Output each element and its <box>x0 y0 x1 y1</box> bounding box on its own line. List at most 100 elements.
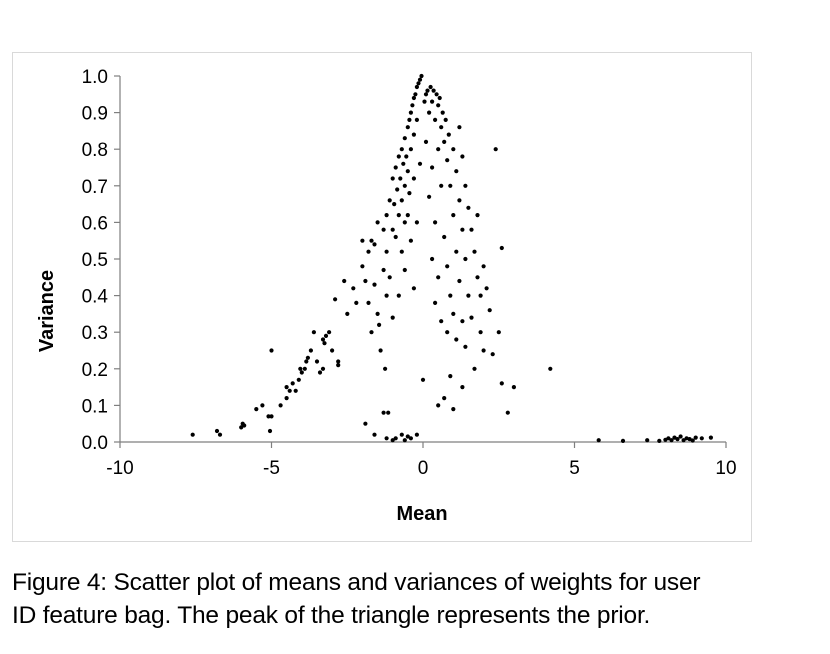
data-point <box>454 249 459 254</box>
data-point <box>408 238 413 243</box>
data-point <box>369 330 374 335</box>
data-point <box>436 147 441 152</box>
data-point <box>351 286 356 291</box>
data-point <box>342 278 347 284</box>
data-point <box>360 264 365 269</box>
data-point <box>484 286 489 291</box>
data-point <box>436 275 441 280</box>
data-point <box>439 125 444 130</box>
data-point <box>354 300 359 305</box>
data-point <box>239 425 244 430</box>
data-point <box>437 95 442 101</box>
data-point <box>402 183 407 188</box>
data-point <box>443 117 448 122</box>
data-point <box>416 81 421 86</box>
data-point <box>369 238 374 243</box>
data-point <box>278 403 283 408</box>
data-point <box>390 227 395 232</box>
x-tick-label: 0 <box>418 458 429 479</box>
data-point <box>405 213 410 218</box>
data-point <box>411 132 416 137</box>
data-point <box>390 438 395 443</box>
data-point <box>405 125 410 130</box>
data-point <box>548 366 553 371</box>
data-point <box>445 158 450 163</box>
y-tick-label: 0.8 <box>82 140 108 161</box>
y-tick-label: 0.2 <box>82 360 108 381</box>
y-tick-label: 1.0 <box>82 67 108 88</box>
data-point <box>451 407 456 412</box>
x-tick-label: 5 <box>569 458 580 479</box>
data-point <box>266 414 271 419</box>
chart-frame: 0.0 0.1 0.2 0.3 0.4 0.5 0.6 0.7 0.8 0.9 1.0 -10 -5 0… <box>12 52 752 542</box>
data-point <box>363 278 368 284</box>
data-point <box>287 388 292 393</box>
data-point <box>254 407 259 412</box>
data-point <box>393 234 398 240</box>
data-point <box>217 432 223 437</box>
data-point <box>320 366 326 371</box>
data-point <box>333 297 338 302</box>
data-point <box>499 245 504 251</box>
data-point <box>386 410 391 415</box>
data-point <box>404 154 409 159</box>
data-point <box>425 88 430 93</box>
data-point <box>398 176 403 181</box>
data-point <box>487 308 492 313</box>
y-tick-label: 0.5 <box>82 250 108 271</box>
data-point <box>445 330 450 335</box>
data-point <box>411 95 416 101</box>
data-point <box>405 169 410 174</box>
data-point <box>442 139 447 144</box>
data-point <box>396 154 401 159</box>
y-tick-label: 0.1 <box>82 396 108 417</box>
data-point <box>493 147 498 152</box>
y-tick-label: 0.7 <box>82 177 108 198</box>
data-point <box>395 187 400 192</box>
data-point <box>302 366 307 371</box>
data-point <box>448 293 453 298</box>
data-point <box>457 125 462 130</box>
data-point <box>448 374 453 379</box>
data-point <box>436 103 441 108</box>
x-tick-label: 10 <box>715 458 736 479</box>
data-point <box>393 165 398 170</box>
data-point <box>463 344 468 349</box>
data-point <box>411 286 416 291</box>
data-point <box>375 220 380 225</box>
data-point <box>396 293 401 298</box>
data-point <box>322 341 327 346</box>
data-point <box>190 432 195 437</box>
caption-line-1: Figure 4: Scatter plot of means and vari… <box>12 569 701 596</box>
data-point <box>430 165 435 170</box>
data-point <box>460 154 465 159</box>
data-point <box>372 282 377 287</box>
data-point <box>269 348 274 353</box>
data-point <box>472 366 477 371</box>
data-point <box>469 315 474 320</box>
data-point <box>430 256 435 262</box>
data-point <box>463 256 468 262</box>
data-point <box>399 249 404 254</box>
data-point <box>693 435 698 440</box>
data-point <box>422 99 427 104</box>
data-point <box>308 348 313 353</box>
data-point <box>446 132 451 137</box>
data-point <box>393 436 398 441</box>
data-point <box>375 311 380 316</box>
data-point <box>451 147 456 152</box>
data-point <box>442 396 447 401</box>
figure-caption: Figure 4: Scatter plot of means and vari… <box>12 566 824 632</box>
data-point <box>383 366 388 371</box>
data-point <box>657 438 662 443</box>
data-point <box>433 300 438 305</box>
data-point <box>260 403 265 408</box>
data-point <box>448 183 453 188</box>
data-point <box>669 438 674 443</box>
data-point <box>377 322 382 327</box>
data-point <box>499 381 504 386</box>
data-point <box>414 84 419 90</box>
data-point <box>363 421 368 426</box>
data-point <box>293 388 298 393</box>
axes <box>114 75 727 448</box>
